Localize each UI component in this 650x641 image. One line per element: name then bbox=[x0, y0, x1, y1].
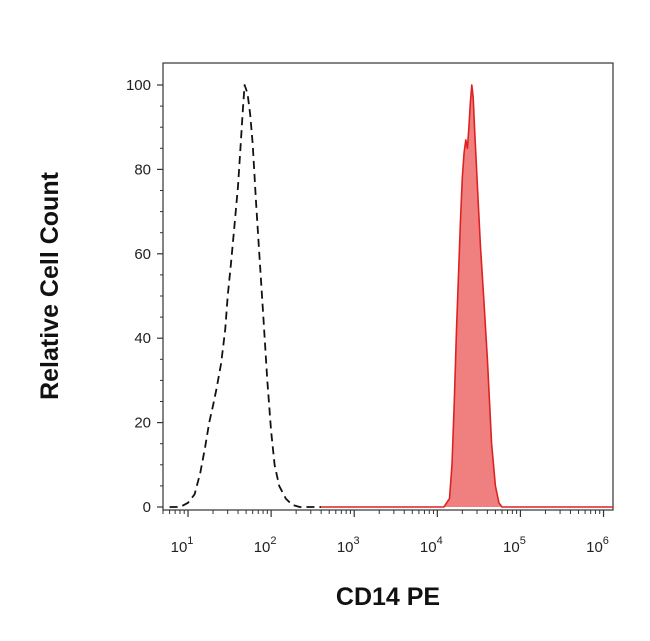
x-tick-label: 103 bbox=[337, 535, 360, 556]
series-line-0 bbox=[169, 84, 322, 508]
y-axis: 0 20 40 60 80 100 bbox=[126, 77, 163, 516]
y-tick-label: 100 bbox=[126, 77, 151, 94]
y-tick-label: 0 bbox=[143, 499, 151, 516]
x-axis: 101 102 103 104 105 106 bbox=[162, 510, 609, 556]
y-tick-label: 80 bbox=[134, 161, 151, 178]
y-axis-title: Relative Cell Count bbox=[36, 171, 64, 399]
x-axis-title: CD14 PE bbox=[336, 583, 440, 611]
series-line-1 bbox=[321, 84, 613, 508]
x-tick-label: 106 bbox=[586, 535, 609, 556]
series-fill-1 bbox=[321, 85, 613, 507]
x-tick-label: 105 bbox=[503, 535, 526, 556]
x-tick-label: 101 bbox=[171, 535, 194, 556]
y-tick-label: 60 bbox=[134, 246, 151, 263]
x-tick-label: 104 bbox=[420, 535, 443, 556]
y-tick-label: 20 bbox=[134, 415, 151, 432]
series-layer bbox=[169, 84, 613, 508]
y-tick-label: 40 bbox=[134, 330, 151, 347]
plot-frame bbox=[162, 62, 614, 511]
x-tick-label: 102 bbox=[254, 535, 277, 556]
